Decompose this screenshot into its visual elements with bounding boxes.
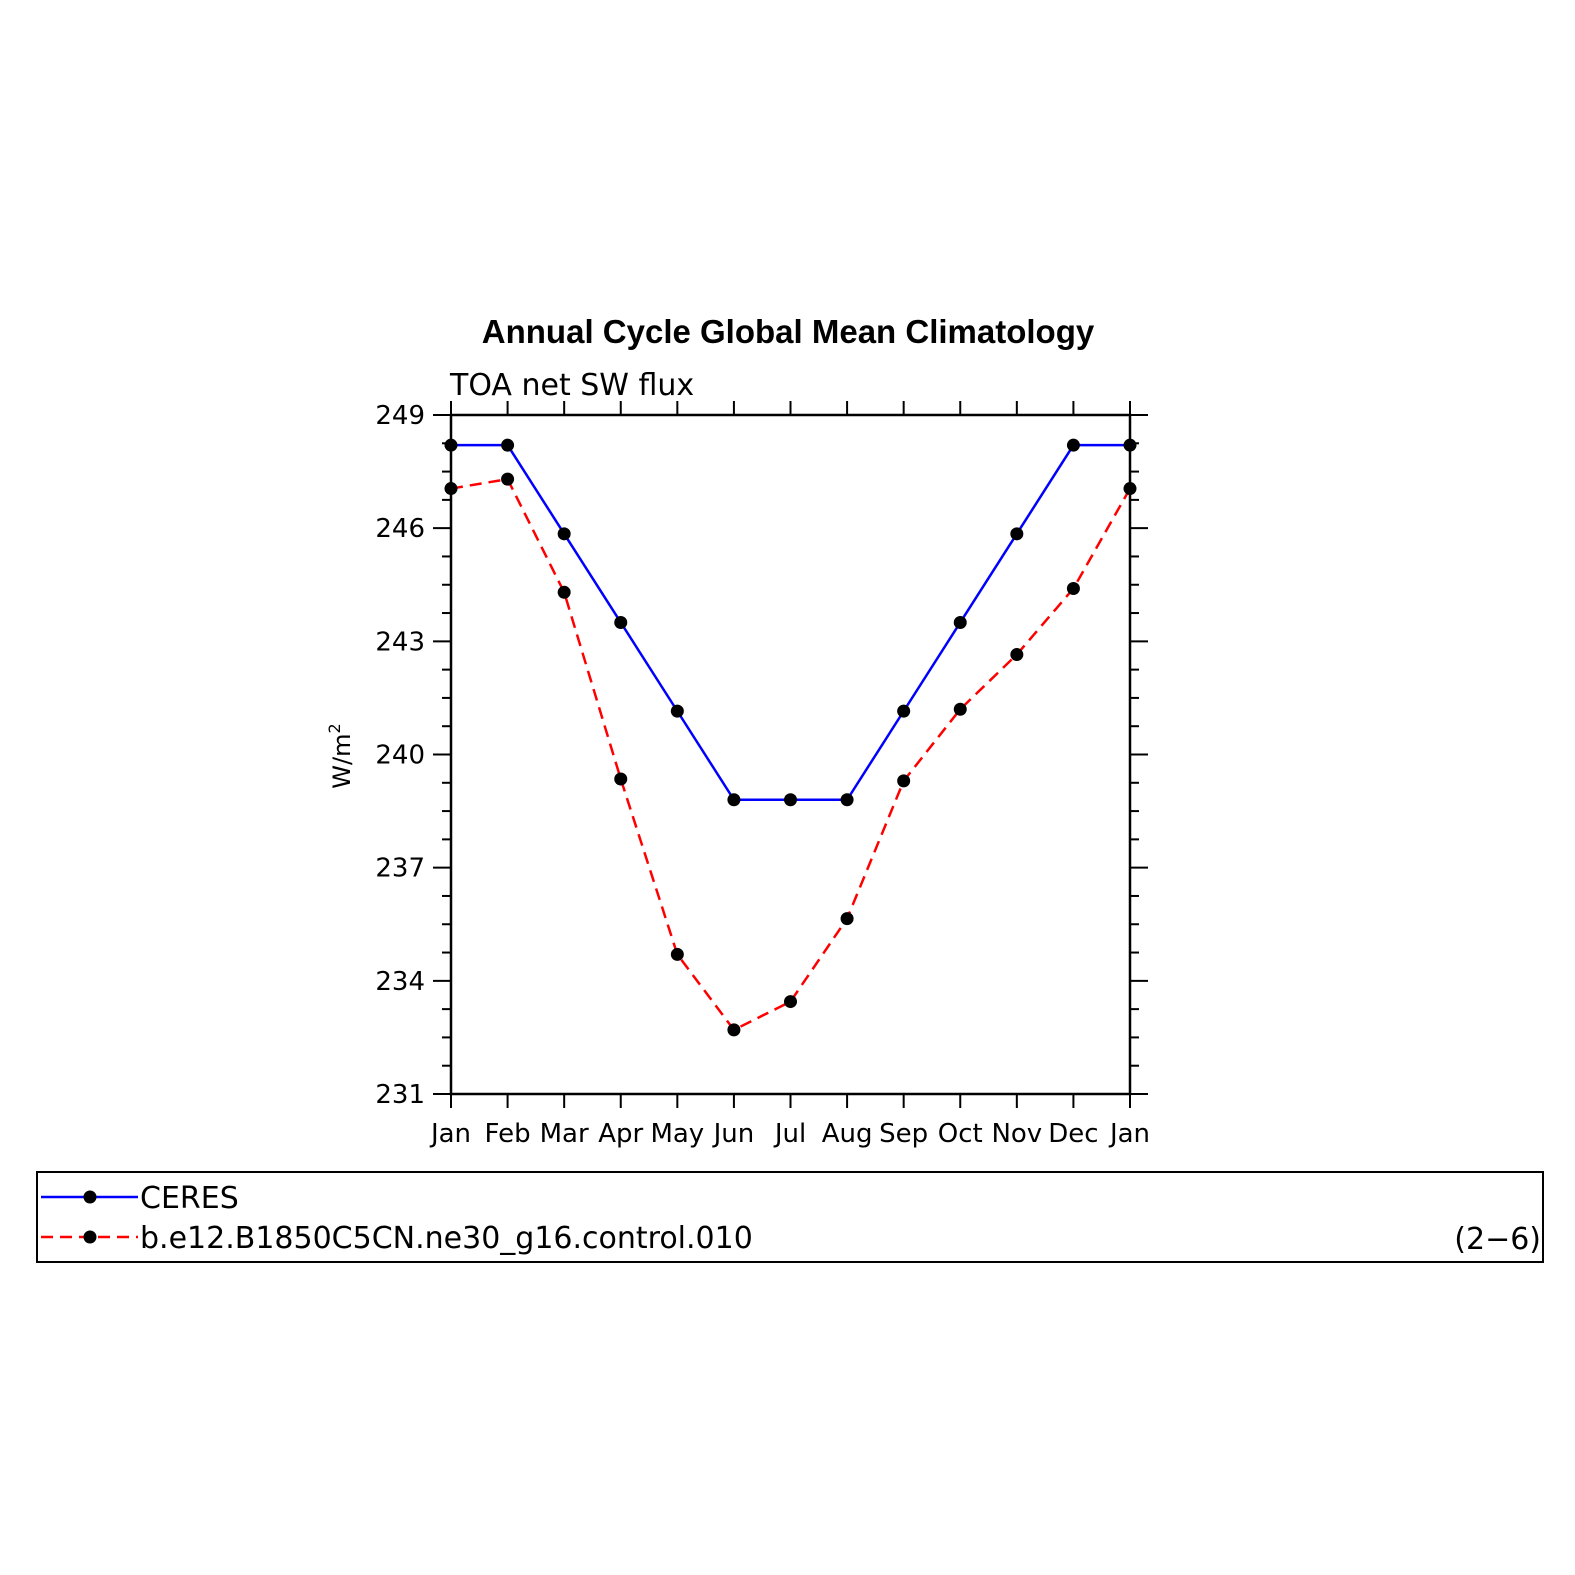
series-2-point	[614, 772, 628, 786]
series-2-point	[670, 947, 684, 961]
y-axis: 231 234 237 240 243 246 249	[375, 401, 1148, 1110]
series-2-point	[727, 1023, 741, 1037]
y-axis-label-text: W/m	[328, 733, 356, 788]
series-2-point	[784, 995, 797, 1009]
series-1-point	[784, 793, 797, 807]
series-1-point	[444, 438, 458, 452]
x-tick-label: May	[650, 1119, 704, 1149]
y-tick-label: 231	[375, 1080, 425, 1110]
x-tick-label: Jan	[429, 1119, 471, 1149]
y-tick-label: 249	[375, 401, 425, 431]
series-1-point	[670, 704, 684, 718]
x-tick-label: Sep	[879, 1119, 928, 1149]
y-tick-label: 240	[375, 741, 425, 771]
x-tick-label: Aug	[822, 1119, 873, 1149]
x-tick-label: Dec	[1048, 1119, 1098, 1149]
x-tick-label: Jul	[773, 1119, 806, 1149]
series-line-2	[450, 477, 1132, 1032]
y-tick-label: 237	[375, 854, 425, 884]
series-2-point	[1066, 582, 1080, 596]
legend-box	[36, 1171, 1544, 1263]
x-tick-label: Mar	[540, 1119, 589, 1149]
series-1-point	[727, 793, 741, 807]
series-2-point	[444, 482, 458, 496]
series-2-point	[953, 702, 967, 716]
series-2-point	[840, 912, 854, 926]
series-1-point	[897, 704, 911, 718]
series-2-point	[1123, 482, 1137, 496]
series-1-point	[614, 615, 628, 629]
series-2-point	[557, 585, 571, 599]
series-1-point	[1066, 438, 1080, 452]
x-axis: Jan Feb Mar Apr May Jun Jul Aug Sep Oct Nov Dec Jan	[429, 401, 1150, 1149]
legend-entries: CERES b.e12.B1850C5CN.ne30_g16.control.01…	[41, 1181, 753, 1256]
x-tick-label: Oct	[938, 1119, 983, 1149]
legend: CERES b.e12.B1850C5CN.ne30_g16.control.01…	[36, 1171, 1544, 1263]
series-1-point	[557, 527, 571, 541]
series-2-point	[501, 472, 515, 486]
y-tick-label: 234	[375, 967, 425, 997]
legend-marker-2	[83, 1230, 97, 1244]
legend-label-1: CERES	[140, 1181, 239, 1216]
y-axis-label-superscript: 2	[325, 723, 344, 733]
legend-label-2: b.e12.B1850C5CN.ne30_g16.control.010	[140, 1221, 753, 1256]
series-1-point	[953, 615, 967, 629]
x-tick-label: Jun	[712, 1119, 755, 1149]
panel-annotation: (2−6)	[1454, 1222, 1541, 1257]
series-line-1	[451, 443, 1130, 802]
chart-title: Annual Cycle Global Mean Climatology	[482, 313, 1095, 350]
legend-marker-1	[83, 1190, 97, 1204]
y-axis-label: W/m2	[325, 723, 356, 788]
series-2-point	[1010, 648, 1024, 662]
series-layer	[444, 438, 1137, 1037]
y-tick-label: 246	[375, 514, 425, 544]
x-tick-label: Apr	[598, 1119, 643, 1149]
x-tick-label: Jan	[1108, 1119, 1150, 1149]
x-tick-label: Nov	[991, 1119, 1042, 1149]
series-1-point	[840, 793, 854, 807]
series-2-point	[897, 774, 911, 788]
series-1-point	[1010, 527, 1024, 541]
series-1-point	[1123, 438, 1137, 452]
x-tick-label: Feb	[485, 1119, 531, 1149]
y-tick-label: 243	[375, 627, 425, 657]
chart-subtitle: TOA net SW flux	[449, 368, 694, 403]
series-1-point	[501, 438, 515, 452]
